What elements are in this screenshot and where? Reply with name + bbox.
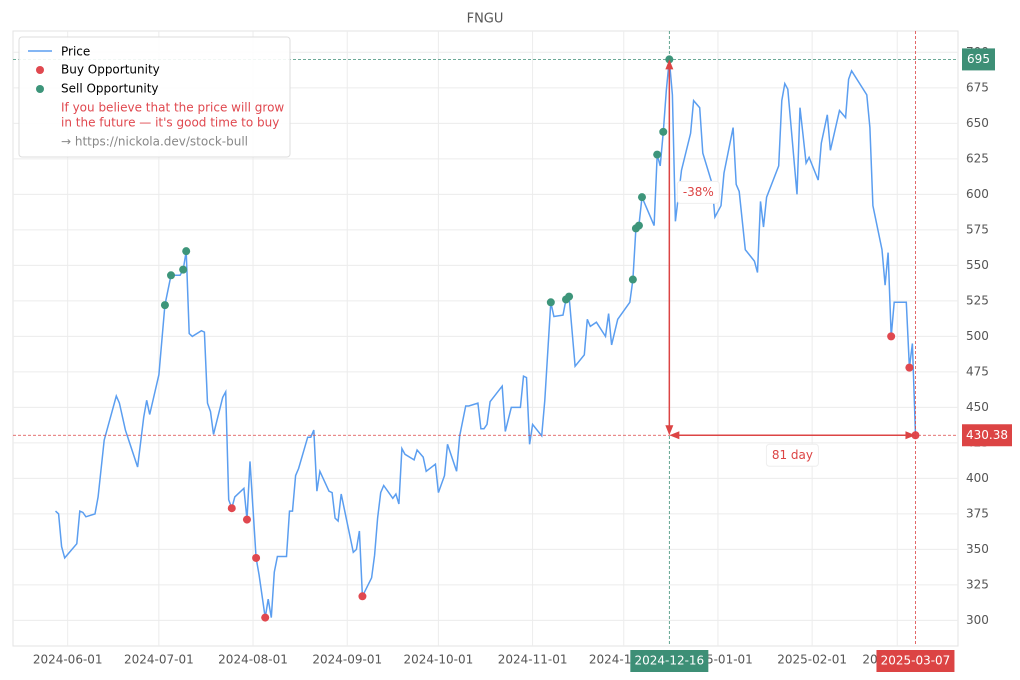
y-tick-label: 650	[966, 116, 989, 130]
arrow-head	[665, 59, 674, 70]
sell-point	[628, 275, 637, 284]
y-tick-label: 450	[966, 400, 989, 414]
y-tick-label: 325	[966, 577, 989, 591]
legend-link: → https://nickola.dev/stock-bull	[61, 135, 248, 149]
last-tag	[962, 424, 1012, 447]
y-tick-label: 500	[966, 329, 989, 343]
sell-point	[565, 292, 574, 301]
y-tick-label: 300	[966, 613, 989, 627]
buy-point	[261, 613, 270, 622]
legend-label: Price	[61, 45, 90, 59]
arrow-head	[905, 431, 916, 440]
y-tick-label: 600	[966, 187, 989, 201]
sell-point	[160, 301, 169, 310]
change-label-box	[676, 180, 720, 204]
marks	[54, 55, 920, 622]
peak-tag	[962, 48, 995, 71]
y-tick-label: 375	[966, 506, 989, 520]
duration-label: 81 day	[772, 448, 813, 462]
buy-point	[242, 515, 251, 524]
sell-point	[653, 150, 662, 159]
x-tick-label: 2024-09-01	[312, 653, 382, 667]
chart-title: FNGU	[467, 12, 504, 27]
sell-point	[546, 298, 555, 307]
x-tick-label: 2025-02-01	[777, 653, 847, 667]
arrow-head	[665, 425, 674, 436]
y-tick-label: 525	[966, 293, 989, 307]
y-tick-label: 550	[966, 258, 989, 272]
x-tick-label: 2024-06-01	[33, 653, 103, 667]
peak-date-label: 2024-12-16	[634, 654, 704, 668]
sell-point	[634, 221, 643, 230]
peak-date-tag	[630, 650, 709, 672]
buy-point	[252, 553, 261, 562]
duration-label-box	[765, 443, 819, 467]
legend-marker	[36, 66, 44, 74]
legend-marker	[36, 85, 44, 93]
overlay: -38% 81 day 695 430.38 2024-12-16 2025-03-07 P…	[13, 31, 1012, 672]
legend-box	[18, 36, 291, 158]
y-tick-label: 400	[966, 471, 989, 485]
x-tick-label: 2024-07-01	[124, 653, 194, 667]
sell-point	[182, 247, 191, 256]
buy-point	[905, 363, 914, 372]
grid: 3003253503754004254504755005255505756006…	[13, 31, 989, 667]
buy-point	[227, 504, 236, 513]
last-tag-label: 430.38	[966, 428, 1008, 442]
last-date-tag	[876, 650, 955, 672]
sell-point	[179, 265, 188, 274]
legend-label: Buy Opportunity	[61, 63, 160, 77]
y-tick-label: 575	[966, 222, 989, 236]
y-tick-label: 675	[966, 80, 989, 94]
y-tick-label: 475	[966, 364, 989, 378]
plot-border	[12, 30, 959, 647]
legend-note: If you believe that the price will grow	[61, 101, 284, 115]
x-tick-label: 2024-10-01	[404, 653, 474, 667]
x-tick-label: 2024-11-01	[498, 653, 568, 667]
x-tick-label: 2024-08-01	[218, 653, 288, 667]
buy-point	[358, 592, 367, 601]
y-tick-label: 625	[966, 151, 989, 165]
price-line	[54, 59, 917, 618]
peak-tag-label: 695	[967, 52, 990, 66]
sell-point	[637, 193, 646, 202]
arrow-head	[669, 431, 680, 440]
change-label: -38%	[683, 185, 714, 199]
last-date-label: 2025-03-07	[881, 654, 951, 668]
legend-note: in the future — it's good time to buy	[61, 116, 279, 130]
sell-point	[167, 271, 176, 280]
y-tick-label: 350	[966, 542, 989, 556]
legend-label: Sell Opportunity	[61, 82, 159, 96]
sell-point	[659, 127, 668, 136]
buy-point	[887, 332, 896, 341]
